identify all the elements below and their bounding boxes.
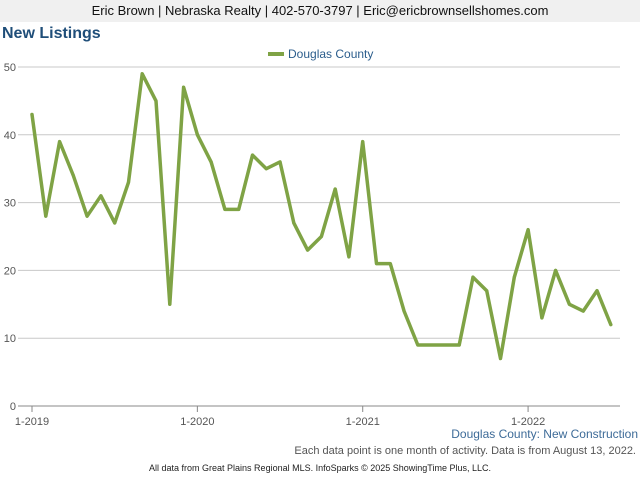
data-note: Each data point is one month of activity… — [294, 445, 636, 457]
source-footer: All data from Great Plains Regional MLS.… — [149, 463, 491, 473]
x-tick-label: 1-2019 — [15, 416, 49, 428]
y-tick-label: 10 — [4, 333, 16, 345]
data-point — [126, 180, 130, 184]
data-point — [182, 85, 186, 89]
data-point — [361, 140, 365, 144]
x-tick-label: 1-2021 — [346, 416, 380, 428]
data-point — [567, 302, 571, 306]
data-point — [512, 275, 516, 279]
data-point — [154, 99, 158, 103]
data-point — [416, 343, 420, 347]
data-point — [581, 309, 585, 313]
data-point — [99, 194, 103, 198]
data-point — [319, 235, 323, 238]
data-point — [388, 262, 392, 266]
data-point — [58, 140, 62, 144]
y-tick-label: 0 — [10, 401, 16, 413]
data-point — [402, 309, 406, 313]
data-point — [347, 255, 351, 259]
data-point — [485, 289, 489, 293]
data-point — [595, 289, 599, 293]
data-point — [85, 214, 89, 218]
y-tick-label: 50 — [4, 62, 16, 74]
data-point — [306, 248, 310, 252]
data-point — [499, 357, 503, 361]
data-point — [168, 302, 172, 306]
data-point — [278, 160, 282, 164]
data-point — [140, 72, 144, 76]
data-point — [209, 160, 213, 164]
data-point — [264, 167, 268, 171]
chart-subtitle: Douglas County: New Construction — [451, 427, 638, 441]
y-tick-label: 20 — [4, 265, 16, 277]
data-point — [540, 316, 544, 320]
data-point — [44, 214, 48, 218]
data-point — [554, 268, 558, 272]
contact-header: Eric Brown | Nebraska Realty | 402-570-3… — [0, 0, 640, 22]
data-point — [333, 187, 337, 191]
x-tick-label: 1-2022 — [511, 416, 545, 428]
x-tick-label: 1-2020 — [180, 416, 214, 428]
data-point — [237, 207, 241, 211]
data-point — [71, 173, 75, 177]
data-point — [443, 343, 447, 347]
y-tick-label: 30 — [4, 198, 16, 210]
y-tick-label: 40 — [4, 130, 16, 142]
data-point — [113, 221, 117, 225]
chart-title: New Listings — [2, 25, 101, 42]
data-point — [609, 323, 613, 327]
data-point — [471, 275, 475, 279]
data-point — [292, 221, 296, 225]
data-point — [430, 343, 434, 347]
series-line — [30, 72, 613, 361]
data-point — [457, 343, 461, 347]
data-point — [375, 262, 378, 266]
legend-label: Douglas County — [288, 47, 373, 61]
data-point — [30, 112, 34, 116]
data-point — [195, 133, 199, 137]
data-point — [526, 228, 530, 232]
data-point — [250, 153, 254, 157]
data-point — [223, 207, 227, 211]
